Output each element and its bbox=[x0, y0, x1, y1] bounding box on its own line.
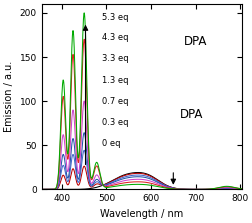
Text: 0.3 eq: 0.3 eq bbox=[102, 118, 128, 127]
Text: 3.3 eq: 3.3 eq bbox=[102, 54, 128, 63]
Text: 5.3 eq: 5.3 eq bbox=[102, 13, 128, 22]
Y-axis label: Emission / a.u.: Emission / a.u. bbox=[4, 61, 14, 132]
X-axis label: Wavelength / nm: Wavelength / nm bbox=[100, 209, 183, 219]
Text: 0 eq: 0 eq bbox=[102, 139, 120, 148]
Text: 4.3 eq: 4.3 eq bbox=[102, 33, 128, 42]
Text: 0.7 eq: 0.7 eq bbox=[102, 97, 128, 106]
Text: DPA: DPA bbox=[179, 108, 202, 121]
Text: DPA: DPA bbox=[183, 35, 206, 48]
Text: 1.3 eq: 1.3 eq bbox=[102, 76, 128, 85]
